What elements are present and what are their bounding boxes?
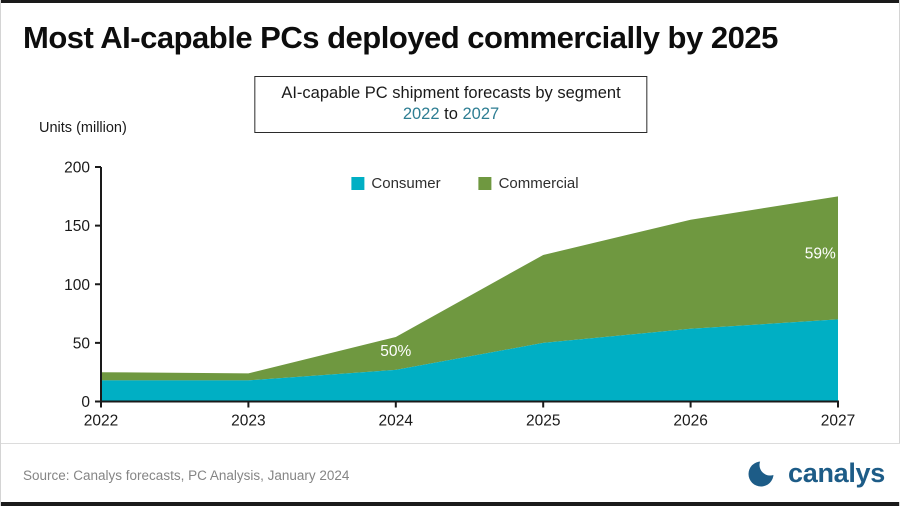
legend-label-commercial: Commercial [498, 175, 579, 192]
y-tick-label: 150 [64, 218, 90, 235]
top-border-bar [1, 0, 899, 3]
x-tick-label: 2022 [84, 413, 118, 430]
canalys-logo: canalys [746, 455, 885, 491]
y-axis-units-label: Units (million) [39, 120, 127, 136]
consumer-swatch-icon [351, 177, 365, 190]
x-tick-label: 2023 [231, 413, 265, 430]
annotation-label: 50% [380, 343, 411, 360]
canalys-logo-mark-icon [748, 461, 774, 487]
subtitle-year-end: 2027 [462, 105, 500, 123]
subtitle-box: AI-capable PC shipment forecasts by segm… [254, 76, 648, 133]
legend-item-consumer: Consumer [351, 175, 441, 192]
x-tick-label: 2025 [526, 413, 560, 430]
footer: Source: Canalys forecasts, PC Analysis, … [1, 443, 900, 502]
subtitle-to: to [439, 105, 463, 123]
x-tick-label: 2027 [821, 413, 855, 430]
commercial-area [101, 196, 838, 381]
bottom-border-bar [1, 502, 899, 506]
legend-label-consumer: Consumer [371, 175, 441, 192]
canalys-wordmark: canalys [788, 457, 885, 488]
y-tick-label: 100 [64, 277, 90, 294]
y-tick-label: 50 [73, 335, 91, 352]
page-title: Most AI-capable PCs deployed commerciall… [23, 20, 778, 55]
commercial-swatch-icon [478, 177, 492, 190]
chart-canvas: 0 50 100 150 200 2022 2023 2024 2025 2026 2027 50% 5… [64, 160, 855, 430]
annotation-label: 59% [805, 245, 836, 262]
legend-item-commercial: Commercial [478, 175, 579, 192]
x-tick-label: 2024 [379, 413, 414, 430]
subtitle-year-start: 2022 [402, 105, 440, 123]
source-attribution: Source: Canalys forecasts, PC Analysis, … [23, 468, 350, 483]
y-tick-label: 200 [64, 160, 90, 177]
consumer-area [101, 319, 838, 402]
stacked-area-chart: 0 50 100 150 200 2022 2023 2024 2025 2026 2027 50% 5… [1, 150, 900, 442]
y-tick-label: 0 [81, 394, 90, 411]
x-tick-label: 2026 [673, 413, 707, 430]
chart-legend: Consumer Commercial [351, 175, 579, 192]
subtitle-line2: 2022 to 2027 [281, 105, 620, 124]
subtitle-line1: AI-capable PC shipment forecasts by segm… [281, 84, 621, 102]
